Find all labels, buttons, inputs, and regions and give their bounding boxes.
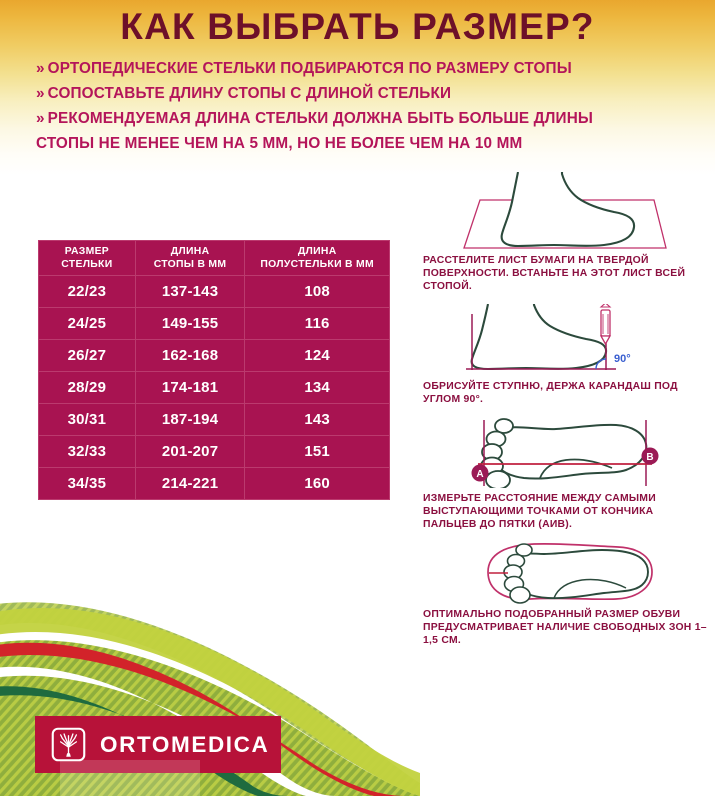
step-caption: ИЗМЕРЬТЕ РАССТОЯНИЕ МЕЖДУ САМЫМИ ВЫСТУПА… [423, 493, 656, 531]
cell-half-insole: 108 [244, 275, 390, 308]
cell-half-insole: 143 [244, 403, 390, 436]
bullet-text-1: ОРТОПЕДИЧЕСКИЕ СТЕЛЬКИ ПОДБИРАЮТСЯ ПО РА… [47, 60, 572, 77]
table-row: 28/29 174-181 134 [38, 371, 390, 404]
step-trace: 90° ОБРИСУЙТЕ СТУПНЮ, ДЕРЖА КАРАНДАШ ПОД… [418, 303, 708, 406]
cell-half-insole: 160 [244, 467, 390, 500]
step-paper: РАССТЕЛИТЕ ЛИСТ БУМАГИ НА ТВЕРДОЙ ПОВЕРХ… [418, 172, 708, 294]
column-header-insole-size: РАЗМЕР СТЕЛЬКИ [38, 240, 136, 276]
column-header-half-insole-length: ДЛИНА ПОЛУСТЕЛЬКИ В ММ [244, 240, 390, 276]
cell-foot-length: 162-168 [134, 339, 246, 372]
cell-half-insole: 116 [244, 307, 390, 340]
step-caption: ОПТИМАЛЬНО ПОДОБРАННЫЙ РАЗМЕР ОБУВИ ПРЕД… [423, 608, 707, 647]
foot-side-with-pencil-icon: 90° [466, 303, 631, 370]
cell-foot-length: 174-181 [134, 371, 246, 404]
angle-label: 90° [614, 353, 631, 365]
cell-half-insole: 124 [244, 339, 390, 372]
cell-size: 22/23 [38, 275, 136, 308]
step-caption: РАССТЕЛИТЕ ЛИСТ БУМАГИ НА ТВЕРДОЙ ПОВЕРХ… [423, 255, 686, 293]
step-caption: ОБРИСУЙТЕ СТУПНЮ, ДЕРЖА КАРАНДАШ ПОД УГЛ… [423, 380, 678, 405]
brand-name: ORTOMEDICA [100, 731, 270, 757]
tree-in-frame-icon [51, 727, 86, 762]
cell-foot-length: 201-207 [134, 435, 246, 468]
cell-foot-length: 214-221 [134, 467, 246, 500]
cell-foot-length: 137-143 [134, 275, 246, 308]
chevron-marker-icon: » [36, 110, 45, 127]
step-measure: A B ИЗМЕРЬТЕ РАССТОЯНИЕ МЕЖДУ САМЫМИ ВЫС… [418, 416, 708, 532]
cell-foot-length: 187-194 [134, 403, 246, 436]
marker-b-label: B [646, 452, 653, 463]
column-header-line2: ПОЛУСТЕЛЬКИ В ММ [260, 259, 374, 270]
table-row: 34/35 214-221 160 [38, 467, 390, 500]
bullet-item-3-continuation: СТОПЫ НЕ МЕНЕЕ ЧЕМ НА 5 ММ, НО НЕ БОЛЕЕ … [36, 131, 715, 156]
bullet-item-3: » РЕКОМЕНДУЕМАЯ ДЛИНА СТЕЛЬКИ ДОЛЖНА БЫТЬ… [36, 106, 715, 131]
header: КАК ВЫБРАТЬ РАЗМЕР? » ОРТОПЕДИЧЕСКИЕ СТЕЛ… [0, 0, 715, 156]
table-row: 30/31 187-194 143 [38, 403, 390, 436]
marker-a-label: A [476, 469, 483, 480]
cell-size: 32/33 [38, 435, 136, 468]
cell-size: 26/27 [38, 339, 136, 372]
bullet-text-3-continuation: СТОПЫ НЕ МЕНЕЕ ЧЕМ НА 5 ММ, НО НЕ БОЛЕЕ … [36, 135, 523, 152]
chevron-marker-icon: » [36, 85, 45, 102]
foot-side-on-paper-icon [463, 172, 667, 249]
size-table: РАЗМЕР СТЕЛЬКИ ДЛИНА СТОПЫ В ММ ДЛИНА ПО… [38, 240, 390, 500]
table-row: 32/33 201-207 151 [38, 435, 390, 468]
step-fit: ОПТИМАЛЬНО ПОДОБРАННЫЙ РАЗМЕР ОБУВИ ПРЕД… [418, 542, 708, 648]
cell-size: 28/29 [38, 371, 136, 404]
chevron-marker-icon: » [36, 60, 45, 77]
steps-list: РАССТЕЛИТЕ ЛИСТ БУМАГИ НА ТВЕРДОЙ ПОВЕРХ… [418, 172, 708, 657]
column-header-line1: ДЛИНА [170, 246, 210, 257]
footprint-measure-icon: A B [471, 418, 659, 489]
top-gradient-band [0, 0, 715, 175]
column-header-line2: СТЕЛЬКИ [61, 259, 113, 270]
bullet-text-3: РЕКОМЕНДУЕМАЯ ДЛИНА СТЕЛЬКИ ДОЛЖНА БЫТЬ … [47, 110, 594, 127]
table-row: 22/23 137-143 108 [38, 275, 390, 308]
cell-size: 34/35 [38, 467, 136, 500]
column-header-line1: ДЛИНА [297, 246, 337, 257]
footprint-in-insole-icon [487, 542, 653, 604]
brand-logo[interactable]: ORTOMEDICA [35, 716, 281, 773]
bullet-text-2: СОПОСТАВЬТЕ ДЛИНУ СТОПЫ С ДЛИНОЙ СТЕЛЬКИ [47, 85, 452, 102]
cell-size: 24/25 [38, 307, 136, 340]
column-header-line2: СТОПЫ В ММ [153, 259, 227, 270]
cell-half-insole: 151 [244, 435, 390, 468]
bullet-item-2: » СОПОСТАВЬТЕ ДЛИНУ СТОПЫ С ДЛИНОЙ СТЕЛЬК… [36, 81, 715, 106]
cell-half-insole: 134 [244, 371, 390, 404]
table-header-row: РАЗМЕР СТЕЛЬКИ ДЛИНА СТОПЫ В ММ ДЛИНА ПО… [38, 240, 390, 276]
table-row: 26/27 162-168 124 [38, 339, 390, 372]
pencil-icon [599, 303, 612, 345]
table-body: 22/23 137-143 108 24/25 149-155 116 26/2… [38, 275, 390, 500]
bullet-list: » ОРТОПЕДИЧЕСКИЕ СТЕЛЬКИ ПОДБИРАЮТСЯ ПО Р… [0, 56, 715, 156]
column-header-line1: РАЗМЕР [64, 246, 110, 257]
column-header-foot-length: ДЛИНА СТОПЫ В ММ [134, 240, 246, 276]
bullet-item-1: » ОРТОПЕДИЧЕСКИЕ СТЕЛЬКИ ПОДБИРАЮТСЯ ПО Р… [36, 56, 715, 81]
cell-size: 30/31 [38, 403, 136, 436]
page-title: КАК ВЫБРАТЬ РАЗМЕР? [120, 6, 595, 47]
table-row: 24/25 149-155 116 [38, 307, 390, 340]
cell-foot-length: 149-155 [134, 307, 246, 340]
